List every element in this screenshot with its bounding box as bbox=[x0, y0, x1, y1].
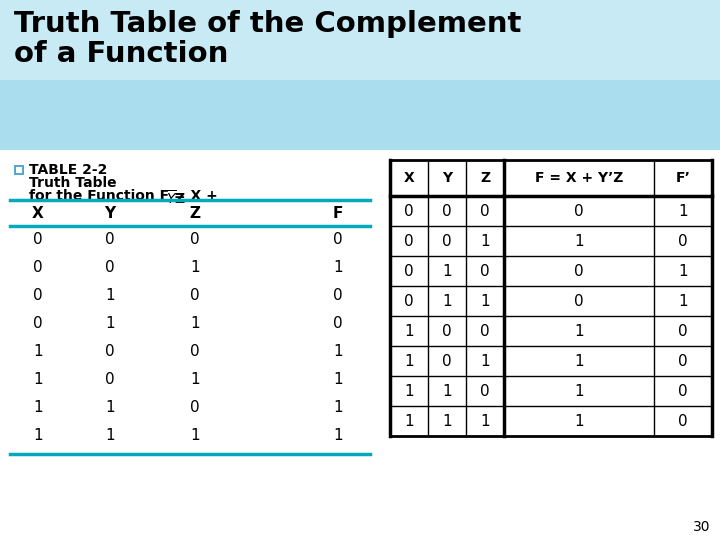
Text: 1: 1 bbox=[333, 429, 343, 443]
Text: 1: 1 bbox=[480, 414, 490, 429]
Text: X: X bbox=[32, 206, 44, 220]
Text: 1: 1 bbox=[442, 294, 452, 308]
Text: X: X bbox=[404, 171, 415, 185]
Text: 1: 1 bbox=[333, 373, 343, 388]
Text: 1: 1 bbox=[442, 414, 452, 429]
Text: 0: 0 bbox=[33, 233, 42, 247]
Text: 0: 0 bbox=[574, 294, 584, 308]
Text: 0: 0 bbox=[404, 294, 414, 308]
Text: 0: 0 bbox=[333, 288, 343, 303]
Text: 1: 1 bbox=[574, 383, 584, 399]
Text: 0: 0 bbox=[678, 414, 688, 429]
Text: 1: 1 bbox=[190, 429, 200, 443]
Text: Y: Y bbox=[104, 206, 116, 220]
Text: 1: 1 bbox=[33, 345, 42, 360]
Text: 0: 0 bbox=[678, 323, 688, 339]
Text: 0: 0 bbox=[404, 233, 414, 248]
Text: of a Function: of a Function bbox=[14, 40, 228, 68]
Text: 0: 0 bbox=[480, 204, 490, 219]
Text: 0: 0 bbox=[442, 354, 452, 368]
Text: 1: 1 bbox=[480, 354, 490, 368]
Text: 0: 0 bbox=[678, 354, 688, 368]
Bar bbox=[390, 160, 712, 436]
Text: 1: 1 bbox=[105, 288, 114, 303]
Text: 0: 0 bbox=[190, 233, 200, 247]
Text: F = X + Y’Z: F = X + Y’Z bbox=[535, 171, 624, 185]
Text: 1: 1 bbox=[574, 323, 584, 339]
Text: 1: 1 bbox=[442, 383, 452, 399]
Text: 1: 1 bbox=[105, 316, 114, 332]
Text: Z: Z bbox=[480, 171, 490, 185]
Text: 0: 0 bbox=[105, 233, 114, 247]
Text: for the Function F = X +: for the Function F = X + bbox=[29, 189, 222, 203]
Text: 1: 1 bbox=[190, 373, 200, 388]
Text: 1: 1 bbox=[333, 401, 343, 415]
Text: 1: 1 bbox=[33, 401, 42, 415]
Text: 1: 1 bbox=[33, 373, 42, 388]
Text: 0: 0 bbox=[105, 345, 114, 360]
Text: TABLE 2-2: TABLE 2-2 bbox=[29, 163, 107, 177]
Text: Z: Z bbox=[189, 206, 200, 220]
Text: 1: 1 bbox=[333, 260, 343, 275]
Text: Truth Table of the Complement: Truth Table of the Complement bbox=[14, 10, 521, 38]
Text: 1: 1 bbox=[190, 316, 200, 332]
Text: 0: 0 bbox=[190, 288, 200, 303]
Text: 0: 0 bbox=[480, 323, 490, 339]
Text: 0: 0 bbox=[333, 233, 343, 247]
Text: 0: 0 bbox=[333, 316, 343, 332]
Bar bbox=[0, 0, 720, 150]
Text: Truth Table: Truth Table bbox=[29, 176, 117, 190]
Text: 1: 1 bbox=[678, 294, 688, 308]
Text: 30: 30 bbox=[693, 520, 710, 534]
Text: 0: 0 bbox=[574, 204, 584, 219]
Text: 1: 1 bbox=[190, 260, 200, 275]
Text: 0: 0 bbox=[442, 323, 452, 339]
Text: 1: 1 bbox=[480, 294, 490, 308]
Text: 1: 1 bbox=[105, 401, 114, 415]
Text: 1: 1 bbox=[574, 233, 584, 248]
Text: 0: 0 bbox=[442, 204, 452, 219]
Text: 0: 0 bbox=[574, 264, 584, 279]
Text: 0: 0 bbox=[404, 204, 414, 219]
Text: 1: 1 bbox=[404, 323, 414, 339]
Text: 0: 0 bbox=[404, 264, 414, 279]
Text: 0: 0 bbox=[33, 260, 42, 275]
Text: 0: 0 bbox=[105, 373, 114, 388]
Text: 0: 0 bbox=[480, 383, 490, 399]
Text: 1: 1 bbox=[404, 354, 414, 368]
Text: 0: 0 bbox=[105, 260, 114, 275]
Bar bbox=[16, 167, 22, 173]
Text: 0: 0 bbox=[33, 288, 42, 303]
Text: 1: 1 bbox=[404, 383, 414, 399]
Text: 1: 1 bbox=[404, 414, 414, 429]
Text: 0: 0 bbox=[678, 233, 688, 248]
Text: 1: 1 bbox=[574, 414, 584, 429]
Text: Y: Y bbox=[442, 171, 452, 185]
Text: 1: 1 bbox=[442, 264, 452, 279]
Text: F’: F’ bbox=[675, 171, 690, 185]
Text: 0: 0 bbox=[442, 233, 452, 248]
Text: 1: 1 bbox=[480, 233, 490, 248]
Text: 0: 0 bbox=[33, 316, 42, 332]
Bar bbox=[14, 165, 24, 175]
Text: 1: 1 bbox=[105, 429, 114, 443]
Text: 0: 0 bbox=[678, 383, 688, 399]
Text: 1: 1 bbox=[574, 354, 584, 368]
Text: 0: 0 bbox=[480, 264, 490, 279]
Bar bbox=[0, 0, 720, 80]
Text: 1: 1 bbox=[33, 429, 42, 443]
Text: $\overline{Y}$Z: $\overline{Y}$Z bbox=[166, 189, 186, 207]
Text: 1: 1 bbox=[678, 204, 688, 219]
Text: 1: 1 bbox=[333, 345, 343, 360]
Bar bbox=[0, 150, 720, 540]
Text: F: F bbox=[333, 206, 343, 220]
Text: 0: 0 bbox=[190, 401, 200, 415]
Text: 1: 1 bbox=[678, 264, 688, 279]
Text: 0: 0 bbox=[190, 345, 200, 360]
